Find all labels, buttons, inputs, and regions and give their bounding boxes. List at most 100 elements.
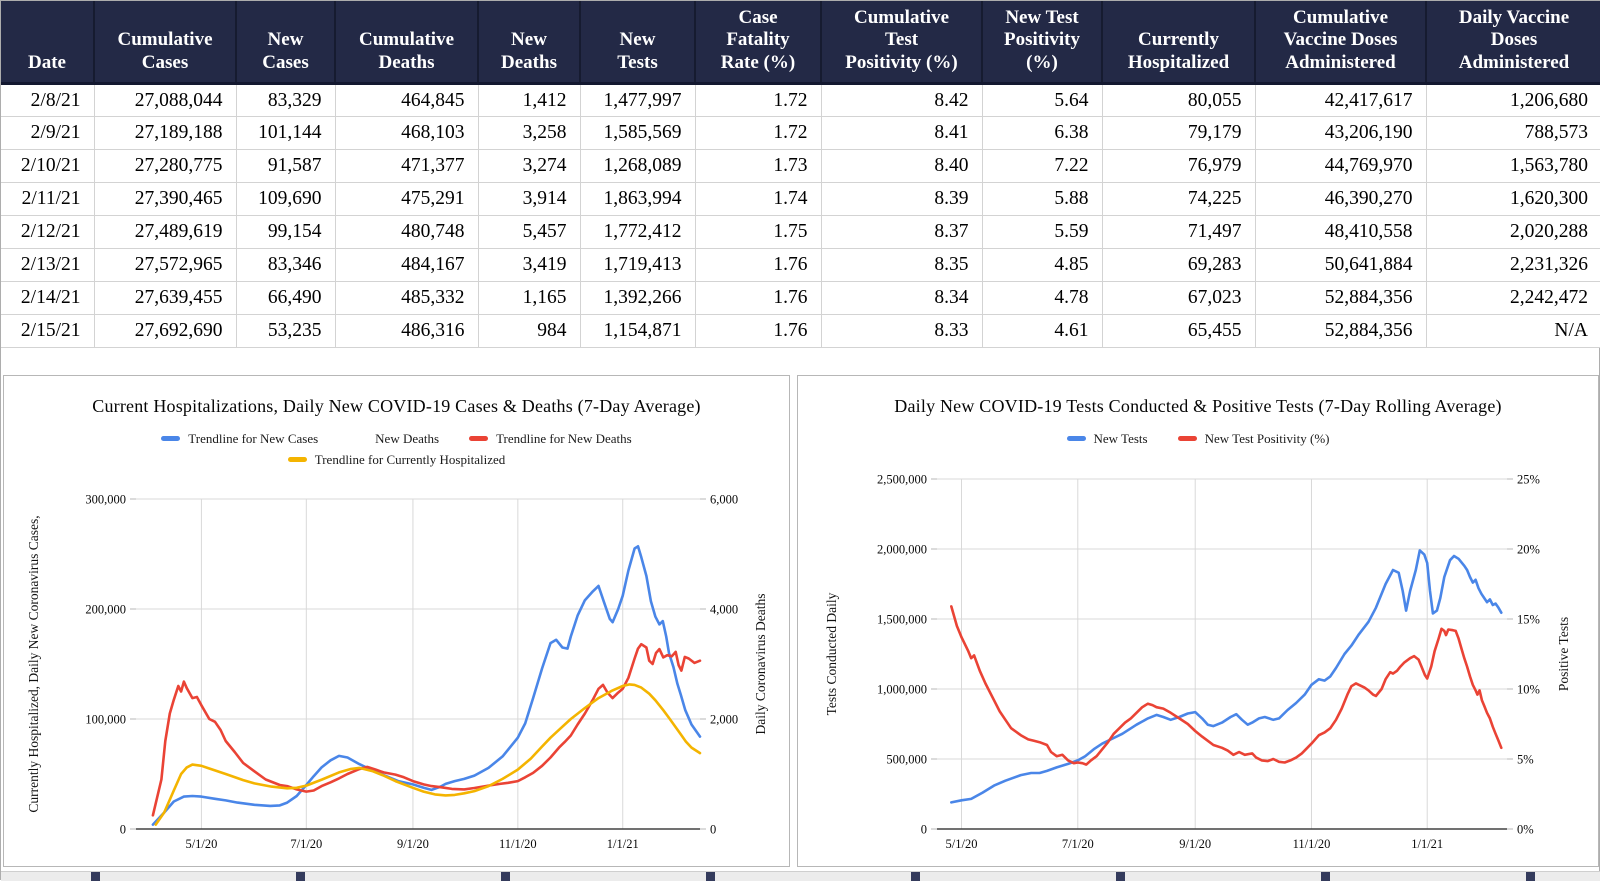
- legend-item[interactable]: Trendline for New Cases: [161, 431, 318, 447]
- table-cell[interactable]: 1.73: [694, 149, 822, 184]
- table-cell[interactable]: 485,332: [334, 281, 479, 316]
- table-cell[interactable]: 27,280,775: [93, 149, 237, 184]
- table-cell[interactable]: 99,154: [235, 215, 336, 250]
- table-cell[interactable]: 8.35: [820, 248, 983, 283]
- table-cell[interactable]: 71,497: [1101, 215, 1256, 250]
- table-cell[interactable]: 80,055: [1101, 83, 1256, 118]
- table-cell[interactable]: 1,620,300: [1425, 182, 1600, 217]
- table-cell[interactable]: 1,563,780: [1425, 149, 1600, 184]
- table-cell[interactable]: 74,225: [1101, 182, 1256, 217]
- table-cell[interactable]: 83,346: [235, 248, 336, 283]
- table-cell[interactable]: 2/14/21: [1, 281, 95, 316]
- chart-panel-hospitalizations[interactable]: Current Hospitalizations, Daily New COVI…: [3, 375, 790, 867]
- table-cell[interactable]: 2/13/21: [1, 248, 95, 283]
- table-cell[interactable]: 8.37: [820, 215, 983, 250]
- table-cell[interactable]: 5.88: [981, 182, 1103, 217]
- table-cell[interactable]: 8.39: [820, 182, 983, 217]
- table-cell[interactable]: 7.22: [981, 149, 1103, 184]
- table-cell[interactable]: 53,235: [235, 314, 336, 349]
- table-cell[interactable]: 2/11/21: [1, 182, 95, 217]
- table-cell[interactable]: 8.40: [820, 149, 983, 184]
- table-cell[interactable]: 6.38: [981, 116, 1103, 151]
- table-cell[interactable]: 2/15/21: [1, 314, 95, 349]
- table-cell[interactable]: 3,274: [477, 149, 581, 184]
- table-cell[interactable]: 2/10/21: [1, 149, 95, 184]
- table-cell[interactable]: 5.64: [981, 83, 1103, 118]
- table-cell[interactable]: 5.59: [981, 215, 1103, 250]
- table-cell[interactable]: 1,477,997: [579, 83, 696, 118]
- table-cell[interactable]: 1.76: [694, 281, 822, 316]
- legend-item[interactable]: Trendline for New Deaths: [469, 431, 632, 447]
- table-cell[interactable]: 27,390,465: [93, 182, 237, 217]
- table-cell[interactable]: 2,020,288: [1425, 215, 1600, 250]
- table-cell[interactable]: 1,585,569: [579, 116, 696, 151]
- table-cell[interactable]: 69,283: [1101, 248, 1256, 283]
- legend-item[interactable]: Trendline for Currently Hospitalized: [287, 452, 505, 468]
- chart-panel-tests[interactable]: Daily New COVID-19 Tests Conducted & Pos…: [797, 375, 1599, 867]
- table-cell[interactable]: 48,410,558: [1254, 215, 1427, 250]
- table-cell[interactable]: 8.41: [820, 116, 983, 151]
- table-cell[interactable]: 2/12/21: [1, 215, 95, 250]
- table-cell[interactable]: 1,863,994: [579, 182, 696, 217]
- table-cell[interactable]: 475,291: [334, 182, 479, 217]
- table-cell[interactable]: 52,884,356: [1254, 281, 1427, 316]
- table-cell[interactable]: 67,023: [1101, 281, 1256, 316]
- table-cell[interactable]: 1.76: [694, 248, 822, 283]
- table-cell[interactable]: 2/8/21: [1, 83, 95, 118]
- table-cell[interactable]: 27,572,965: [93, 248, 237, 283]
- legend-item[interactable]: New Deaths: [348, 431, 439, 447]
- table-cell[interactable]: 788,573: [1425, 116, 1600, 151]
- legend-item[interactable]: New Test Positivity (%): [1177, 431, 1329, 447]
- table-cell[interactable]: 1,719,413: [579, 248, 696, 283]
- table-cell[interactable]: 4.78: [981, 281, 1103, 316]
- table-cell[interactable]: 46,390,270: [1254, 182, 1427, 217]
- table-cell[interactable]: 2,242,472: [1425, 281, 1600, 316]
- table-cell[interactable]: 1.76: [694, 314, 822, 349]
- table-cell[interactable]: 8.34: [820, 281, 983, 316]
- table-cell[interactable]: 27,088,044: [93, 83, 237, 118]
- table-cell[interactable]: 1,268,089: [579, 149, 696, 184]
- table-cell[interactable]: 83,329: [235, 83, 336, 118]
- table-cell[interactable]: 984: [477, 314, 581, 349]
- table-cell[interactable]: 468,103: [334, 116, 479, 151]
- table-cell[interactable]: 43,206,190: [1254, 116, 1427, 151]
- table-cell[interactable]: 52,884,356: [1254, 314, 1427, 349]
- table-cell[interactable]: 486,316: [334, 314, 479, 349]
- legend-item[interactable]: New Tests: [1066, 431, 1148, 447]
- table-cell[interactable]: 1,772,412: [579, 215, 696, 250]
- table-cell[interactable]: 1.74: [694, 182, 822, 217]
- table-cell[interactable]: 1.75: [694, 215, 822, 250]
- table-cell[interactable]: 1,412: [477, 83, 581, 118]
- table-cell[interactable]: 76,979: [1101, 149, 1256, 184]
- table-cell[interactable]: 4.85: [981, 248, 1103, 283]
- table-cell[interactable]: 1.72: [694, 116, 822, 151]
- table-cell[interactable]: N/A: [1425, 314, 1600, 349]
- table-cell[interactable]: 27,489,619: [93, 215, 237, 250]
- table-cell[interactable]: 4.61: [981, 314, 1103, 349]
- table-cell[interactable]: 91,587: [235, 149, 336, 184]
- table-cell[interactable]: 27,189,188: [93, 116, 237, 151]
- table-cell[interactable]: 66,490: [235, 281, 336, 316]
- table-cell[interactable]: 1,206,680: [1425, 83, 1600, 118]
- table-cell[interactable]: 8.33: [820, 314, 983, 349]
- table-cell[interactable]: 101,144: [235, 116, 336, 151]
- table-cell[interactable]: 1,165: [477, 281, 581, 316]
- table-cell[interactable]: 3,914: [477, 182, 581, 217]
- table-cell[interactable]: 50,641,884: [1254, 248, 1427, 283]
- table-cell[interactable]: 3,419: [477, 248, 581, 283]
- table-cell[interactable]: 109,690: [235, 182, 336, 217]
- table-cell[interactable]: 65,455: [1101, 314, 1256, 349]
- table-cell[interactable]: 5,457: [477, 215, 581, 250]
- table-cell[interactable]: 1.72: [694, 83, 822, 118]
- table-cell[interactable]: 3,258: [477, 116, 581, 151]
- table-cell[interactable]: 27,692,690: [93, 314, 237, 349]
- table-cell[interactable]: 44,769,970: [1254, 149, 1427, 184]
- table-cell[interactable]: 484,167: [334, 248, 479, 283]
- table-cell[interactable]: 471,377: [334, 149, 479, 184]
- table-cell[interactable]: 1,392,266: [579, 281, 696, 316]
- table-cell[interactable]: 79,179: [1101, 116, 1256, 151]
- table-cell[interactable]: 2,231,326: [1425, 248, 1600, 283]
- table-cell[interactable]: 2/9/21: [1, 116, 95, 151]
- table-cell[interactable]: 480,748: [334, 215, 479, 250]
- table-cell[interactable]: 42,417,617: [1254, 83, 1427, 118]
